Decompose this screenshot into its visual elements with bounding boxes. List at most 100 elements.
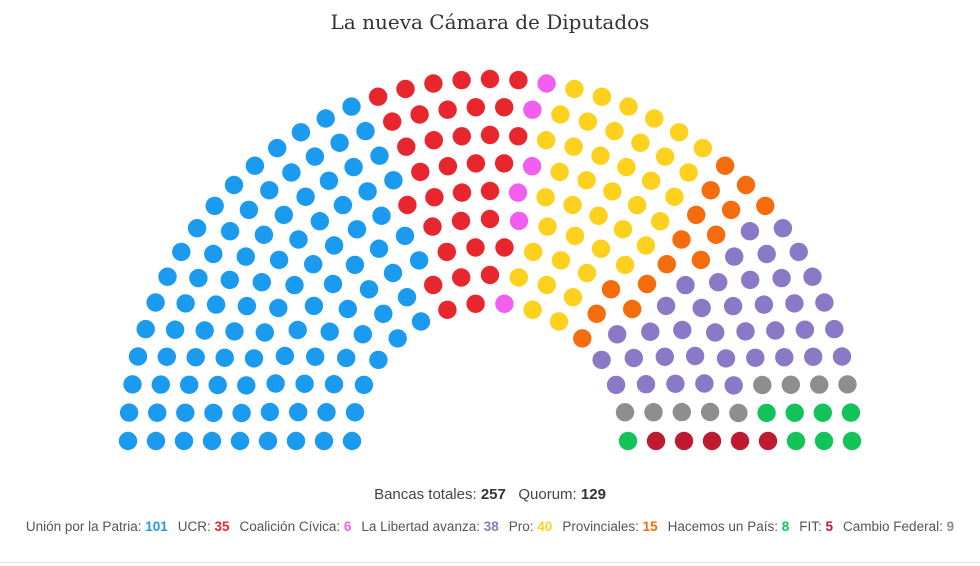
legend-separator: : (207, 519, 215, 534)
seat-dot (172, 242, 191, 262)
seat-dot (587, 304, 606, 323)
seat-dot (825, 319, 844, 339)
seat-dot (289, 230, 308, 249)
seat-dot (176, 294, 195, 313)
seat-dot (702, 431, 722, 451)
legend-separator: : (818, 519, 826, 534)
seat-dot (396, 79, 415, 99)
seat-dot (564, 137, 583, 156)
seat-dot (295, 374, 314, 393)
seat-dot (655, 147, 675, 166)
seat-dot (725, 247, 744, 266)
seat-dot (785, 403, 804, 422)
seat-dot (206, 295, 226, 314)
seat-dot (608, 325, 627, 344)
seat-dot (480, 69, 500, 89)
seat-dot (286, 431, 306, 451)
seat-dot (324, 375, 344, 394)
seat-dot (789, 242, 808, 262)
seat-dot (282, 163, 301, 182)
seat-dot (672, 402, 691, 422)
seat-dot (753, 375, 772, 395)
totals-line: Bancas totales: 257 Quorum: 129 (0, 486, 980, 503)
legend-label: Unión por la Patria (25, 519, 138, 534)
seat-dot (741, 270, 760, 290)
seat-dot (673, 320, 692, 340)
seat-dot (523, 300, 542, 319)
legend-item: Cambio Federal: 9 (843, 519, 954, 534)
seat-dot (205, 196, 224, 216)
seat-dot (424, 275, 443, 295)
seat-dot (383, 112, 402, 131)
seat-dot (832, 347, 852, 366)
seat-dot (655, 347, 674, 366)
seat-dot (495, 98, 514, 117)
seat-dot (330, 133, 349, 152)
legend-label: Cambio Federal (843, 519, 940, 534)
legend-label: Coalición Cívica (239, 519, 337, 534)
seat-dot (624, 348, 643, 368)
seat-dot (128, 347, 148, 366)
seat-dot (676, 275, 695, 295)
seat-dot (269, 250, 289, 270)
seat-dot (691, 250, 711, 270)
seat-dot (347, 220, 367, 239)
legend-item: Coalición Cívica: 6 (240, 519, 352, 534)
seat-dot (674, 431, 694, 451)
seat-dot (685, 346, 705, 366)
seat-dot (666, 374, 685, 393)
seat-dot (202, 431, 222, 451)
seat-dot (730, 431, 750, 451)
seat-dot (466, 294, 485, 313)
seat-dot (344, 157, 363, 177)
seat-dot (423, 217, 442, 236)
seat-dot (508, 183, 528, 202)
legend-count: 101 (145, 519, 168, 534)
seat-dot (258, 431, 278, 451)
seat-dot (174, 431, 194, 451)
seat-dot (551, 251, 571, 270)
legend-count: 35 (214, 519, 230, 534)
seat-dot (679, 163, 698, 182)
seat-dot (374, 304, 393, 323)
seat-dot (451, 211, 471, 231)
seat-dot (466, 154, 486, 173)
seat-dot (509, 127, 528, 146)
seat-dot (785, 294, 804, 313)
legend-separator: : (635, 519, 643, 534)
seat-dot (320, 322, 339, 341)
seat-dot (814, 431, 834, 451)
seat-dot (466, 98, 485, 117)
seat-dot (239, 200, 259, 220)
legend-item: FIT: 5 (799, 519, 833, 534)
seat-dot (591, 239, 611, 258)
seat-dot (395, 226, 415, 246)
seat-dot (758, 431, 778, 451)
seat-dot (338, 299, 357, 319)
seat-dot (354, 375, 374, 395)
seat-dot (669, 123, 689, 142)
seat-dot (693, 138, 712, 158)
seat-dot (275, 346, 295, 366)
seat-dot (766, 321, 785, 340)
seat-dot (342, 97, 361, 116)
seat-dot (342, 431, 362, 451)
seat-dot (452, 183, 472, 202)
seat-dot (692, 298, 711, 318)
seat-dot (636, 236, 656, 255)
seat-dot (563, 195, 582, 215)
seat-dot (452, 268, 471, 287)
seat-dot (158, 267, 177, 286)
seat-dot (369, 350, 388, 370)
seat-dot (736, 322, 755, 341)
seat-dot (452, 127, 471, 146)
seat-dot (775, 348, 794, 367)
seat-dot (641, 171, 661, 190)
seat-dot (370, 146, 389, 165)
seat-dot (536, 188, 555, 207)
seat-dot (618, 431, 638, 451)
seat-dot (589, 206, 608, 225)
seat-dot (372, 206, 391, 225)
seat-dot (237, 296, 257, 316)
seat-dot (495, 294, 514, 313)
